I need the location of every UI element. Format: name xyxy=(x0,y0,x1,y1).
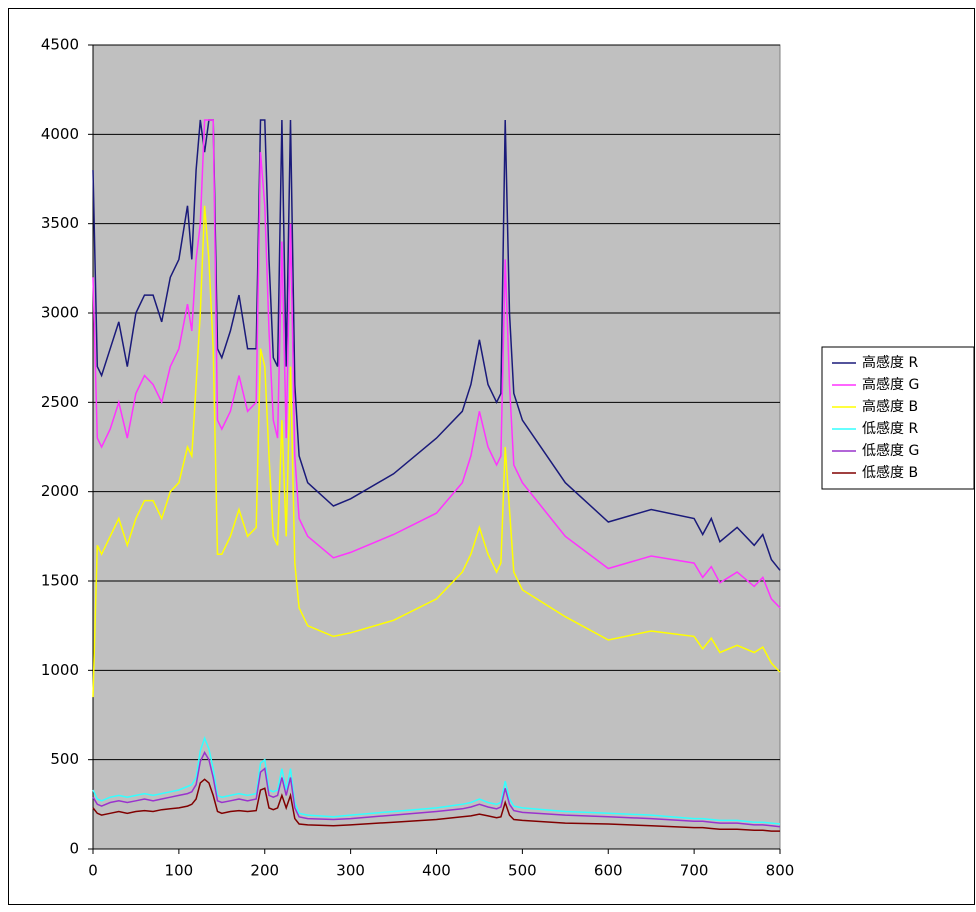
y-tick-label: 0 xyxy=(69,840,79,858)
plot-area xyxy=(92,44,781,850)
x-tick-label: 100 xyxy=(165,862,194,880)
y-tick-label: 3000 xyxy=(41,304,79,322)
series-line xyxy=(92,119,781,609)
x-tick-label: 700 xyxy=(680,862,709,880)
y-tick-label: 4500 xyxy=(41,36,79,54)
legend: 高感度 R 高感度 G 高感度 B 低感度 R 低感度 G 低感度 B xyxy=(821,346,975,490)
x-tick-label: 0 xyxy=(88,862,98,880)
legend-label: 高感度 R xyxy=(862,354,918,371)
legend-label: 低感度 G xyxy=(862,442,919,459)
legend-box xyxy=(821,346,975,490)
y-tick-label: 1000 xyxy=(41,661,79,679)
series-line xyxy=(92,736,781,825)
legend-label: 低感度 B xyxy=(862,464,918,481)
series-line xyxy=(92,750,781,828)
x-tick-label: 300 xyxy=(336,862,365,880)
y-tick-label: 3500 xyxy=(41,214,79,232)
y-tick-label: 500 xyxy=(50,750,79,768)
legend-label: 高感度 G xyxy=(862,376,919,393)
x-tick-label: 600 xyxy=(594,862,623,880)
series-line xyxy=(92,205,781,698)
x-tick-label: 800 xyxy=(766,862,795,880)
legend-label: 高感度 B xyxy=(862,398,918,415)
y-tick-label: 2500 xyxy=(41,393,79,411)
series-line xyxy=(92,778,780,832)
series-line xyxy=(92,119,781,571)
y-tick-label: 4000 xyxy=(41,125,79,143)
x-tick-label: 200 xyxy=(250,862,279,880)
y-tick-label: 1500 xyxy=(41,572,79,590)
y-tick-label: 2000 xyxy=(41,482,79,500)
x-tick-label: 500 xyxy=(508,862,537,880)
x-tick-label: 400 xyxy=(422,862,451,880)
legend-label: 低感度 R xyxy=(862,420,918,437)
